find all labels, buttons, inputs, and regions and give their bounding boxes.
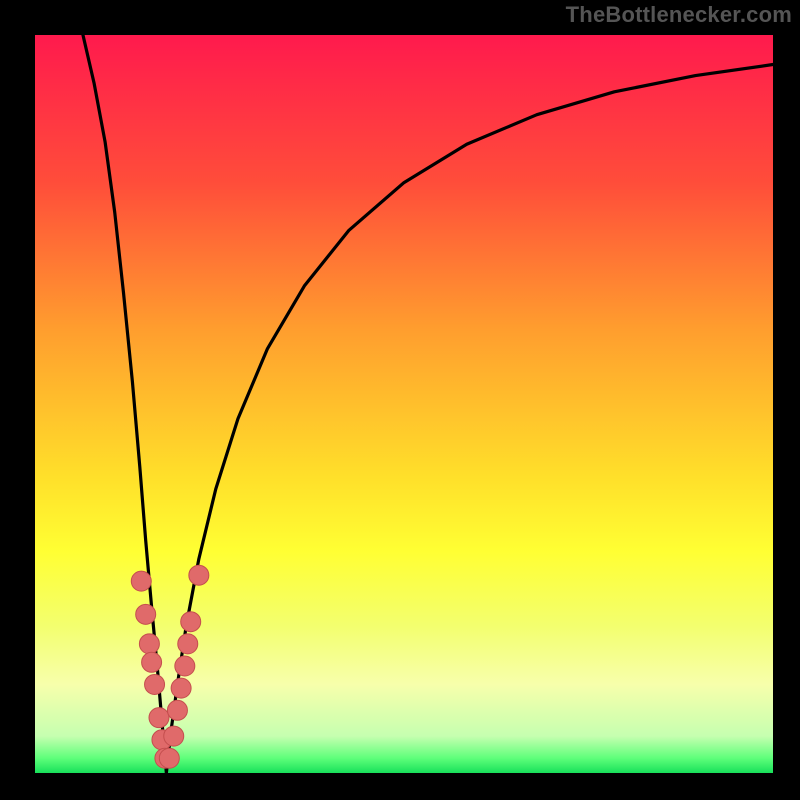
marker-dot — [142, 652, 162, 672]
marker-dot — [171, 678, 191, 698]
chart-frame: TheBottlenecker.com — [0, 0, 800, 800]
marker-dot — [139, 634, 159, 654]
marker-dot — [175, 656, 195, 676]
marker-dot — [149, 708, 169, 728]
marker-dot — [164, 726, 184, 746]
marker-dot — [136, 604, 156, 624]
plot-area — [35, 35, 773, 773]
marker-dot — [145, 674, 165, 694]
marker-dot — [167, 700, 187, 720]
watermark-text: TheBottlenecker.com — [566, 2, 792, 28]
marker-dot — [178, 634, 198, 654]
marker-dot — [159, 748, 179, 768]
marker-dot — [181, 612, 201, 632]
marker-dot — [189, 565, 209, 585]
plot-svg — [35, 35, 773, 773]
marker-dot — [131, 571, 151, 591]
